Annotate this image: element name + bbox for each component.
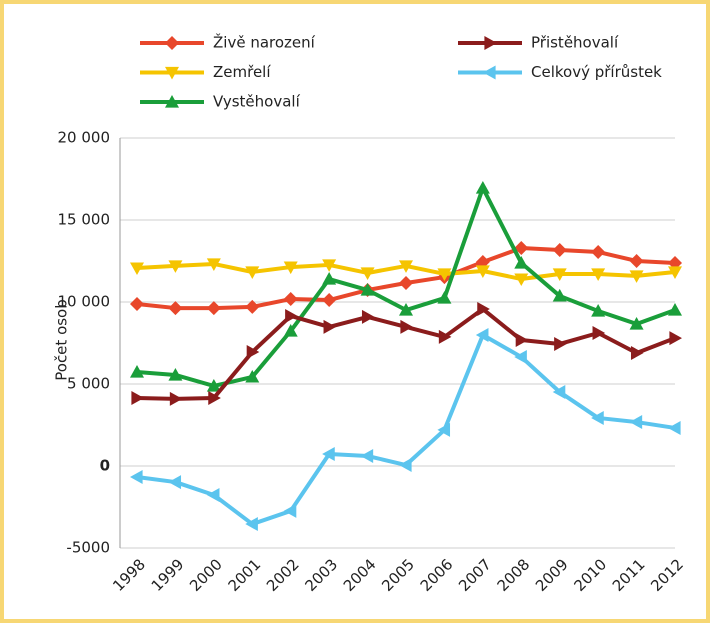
data-point — [629, 415, 643, 430]
legend-marker — [165, 66, 179, 80]
data-point — [283, 292, 298, 307]
data-point — [437, 422, 451, 437]
data-point — [399, 275, 413, 290]
data-point — [208, 390, 221, 405]
data-point — [283, 261, 298, 275]
data-point — [629, 270, 644, 283]
legend-label: Zemřelí — [213, 63, 271, 81]
y-tick-label: 5 000 — [67, 375, 110, 393]
data-point — [283, 503, 297, 518]
data-point — [206, 258, 221, 271]
data-point — [400, 319, 413, 334]
data-point — [399, 458, 412, 473]
data-point — [322, 447, 335, 462]
data-point — [552, 385, 566, 400]
data-point — [475, 327, 489, 342]
data-point — [130, 365, 144, 378]
legend-marker — [165, 36, 179, 50]
data-point — [206, 488, 220, 503]
data-point — [130, 296, 144, 311]
data-point — [629, 254, 644, 268]
data-point — [514, 255, 529, 269]
data-point — [668, 266, 682, 279]
data-point — [168, 367, 183, 381]
data-point — [283, 324, 298, 337]
data-point — [514, 273, 529, 287]
data-point — [591, 244, 606, 259]
data-point — [206, 301, 221, 316]
data-point — [285, 308, 298, 323]
data-point — [399, 260, 413, 273]
data-point — [245, 299, 260, 314]
legend-label: Živě narození — [213, 33, 316, 52]
data-point — [552, 288, 567, 302]
data-point — [552, 268, 567, 281]
data-point — [514, 241, 529, 256]
data-point — [245, 517, 258, 532]
data-point — [360, 448, 374, 463]
data-point — [591, 410, 604, 425]
legend-marker — [165, 95, 179, 108]
data-point — [477, 302, 490, 317]
y-tick-label: 0 — [100, 457, 110, 475]
data-point — [438, 329, 452, 344]
data-point — [206, 378, 221, 392]
data-point — [130, 469, 143, 484]
data-point — [245, 266, 260, 279]
data-point — [246, 345, 260, 360]
data-point — [245, 369, 260, 383]
y-tick-label: 20 000 — [58, 129, 111, 147]
data-point — [514, 349, 527, 364]
data-point — [130, 262, 144, 276]
data-point — [323, 319, 337, 334]
data-point — [475, 265, 490, 279]
data-point — [475, 181, 490, 194]
data-point — [552, 243, 567, 258]
data-point — [168, 301, 183, 316]
legend-label: Přistěhovalí — [531, 34, 619, 52]
data-point — [629, 316, 644, 330]
y-tick-label: 15 000 — [58, 211, 111, 229]
legend-label: Celkový přírůstek — [531, 63, 662, 81]
y-axis-label: Počet osob — [53, 299, 71, 381]
y-tick-label: -5000 — [66, 539, 110, 557]
legend-label: Vystěhovalí — [213, 93, 301, 111]
data-point — [399, 303, 413, 316]
data-point — [437, 268, 452, 281]
data-point — [360, 283, 375, 296]
data-point — [591, 304, 606, 317]
data-point — [168, 475, 182, 490]
data-point — [668, 303, 682, 316]
legend-marker — [483, 65, 496, 80]
data-point — [322, 259, 337, 272]
data-point — [515, 333, 529, 348]
data-point — [592, 325, 606, 340]
data-point — [322, 293, 337, 308]
data-point — [168, 260, 183, 273]
data-point — [169, 391, 183, 406]
data-point — [131, 390, 144, 405]
data-point — [361, 309, 375, 324]
y-tick-label: 10 000 — [58, 293, 111, 311]
data-point — [669, 331, 682, 346]
data-point — [630, 346, 644, 361]
data-point — [554, 336, 567, 351]
data-point — [437, 291, 452, 304]
data-point — [668, 420, 681, 435]
legend-marker — [484, 36, 497, 50]
data-point — [591, 268, 606, 281]
data-point — [360, 267, 375, 280]
data-point — [322, 272, 337, 285]
